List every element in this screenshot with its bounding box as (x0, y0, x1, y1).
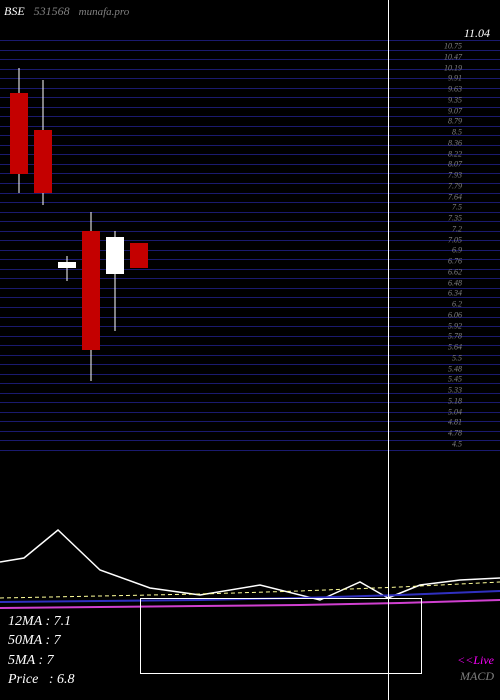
stock-chart: BSE 531568 munafa.pro 11.04 10.7510.47 10… (0, 0, 500, 700)
y-tick-label: 9.63 (448, 85, 462, 94)
y-tick-label: 4.81 (448, 418, 462, 427)
y-tick-label: 5.04 (448, 407, 462, 416)
y-tick-label: 7.93 (448, 171, 462, 180)
y-tick-label: 10.47 (444, 52, 462, 61)
ma-info-panel: 12MA : 7.150MA : 75MA : 7Price : 6.8 (8, 612, 74, 690)
symbol-label: 531568 (34, 4, 70, 18)
y-tick-label: 7.5 (452, 203, 462, 212)
info-row: 5MA : 7 (8, 651, 74, 671)
y-tick-label: 5.5 (452, 353, 462, 362)
candle (82, 40, 100, 450)
y-tick-label: 6.76 (448, 257, 462, 266)
time-marker-line (388, 0, 389, 700)
y-tick-label: 7.64 (448, 192, 462, 201)
candle (10, 40, 28, 450)
info-row: Price : 6.8 (8, 670, 74, 690)
y-tick-label: 4.5 (452, 440, 462, 449)
y-tick-label: 8.36 (448, 138, 462, 147)
y-tick-label: 5.45 (448, 375, 462, 384)
exchange-label: BSE (4, 4, 25, 18)
y-tick-label: 10.75 (444, 42, 462, 51)
y-tick-label: 6.62 (448, 267, 462, 276)
macd-box (140, 598, 422, 674)
candle (106, 40, 124, 450)
y-tick-label: 4.78 (448, 429, 462, 438)
y-tick-label: 6.2 (452, 300, 462, 309)
y-tick-label: 9.91 (448, 74, 462, 83)
y-tick-label: 5.92 (448, 321, 462, 330)
macd-label: MACD (460, 669, 494, 684)
y-tick-label: 7.05 (448, 235, 462, 244)
y-tick-label: 9.35 (448, 95, 462, 104)
candle (34, 40, 52, 450)
y-tick-label: 8.22 (448, 149, 462, 158)
info-row: 12MA : 7.1 (8, 612, 74, 632)
candle (58, 40, 76, 450)
y-tick-label: 6.9 (452, 246, 462, 255)
y-tick-label: 5.18 (448, 396, 462, 405)
last-price-label: 11.04 (464, 26, 490, 41)
y-tick-label: 7.79 (448, 181, 462, 190)
site-label: munafa.pro (79, 6, 130, 18)
y-tick-label: 8.79 (448, 117, 462, 126)
chart-header: BSE 531568 munafa.pro (4, 4, 129, 19)
y-tick-label: 6.06 (448, 310, 462, 319)
y-tick-label: 7.2 (452, 224, 462, 233)
y-axis-labels: 10.7510.4710.199.919.639.359.078.798.58.… (422, 40, 462, 450)
y-tick-label: 8.07 (448, 160, 462, 169)
info-row: 50MA : 7 (8, 631, 74, 651)
y-tick-label: 6.48 (448, 278, 462, 287)
y-tick-label: 5.64 (448, 343, 462, 352)
live-label: <<Live (457, 653, 494, 668)
y-tick-label: 8.5 (452, 128, 462, 137)
y-tick-label: 5.48 (448, 364, 462, 373)
y-tick-label: 10.19 (444, 63, 462, 72)
y-tick-label: 6.34 (448, 289, 462, 298)
candle (130, 40, 148, 450)
y-tick-label: 9.07 (448, 106, 462, 115)
y-tick-label: 7.35 (448, 214, 462, 223)
y-tick-label: 5.78 (448, 332, 462, 341)
y-tick-label: 5.33 (448, 386, 462, 395)
